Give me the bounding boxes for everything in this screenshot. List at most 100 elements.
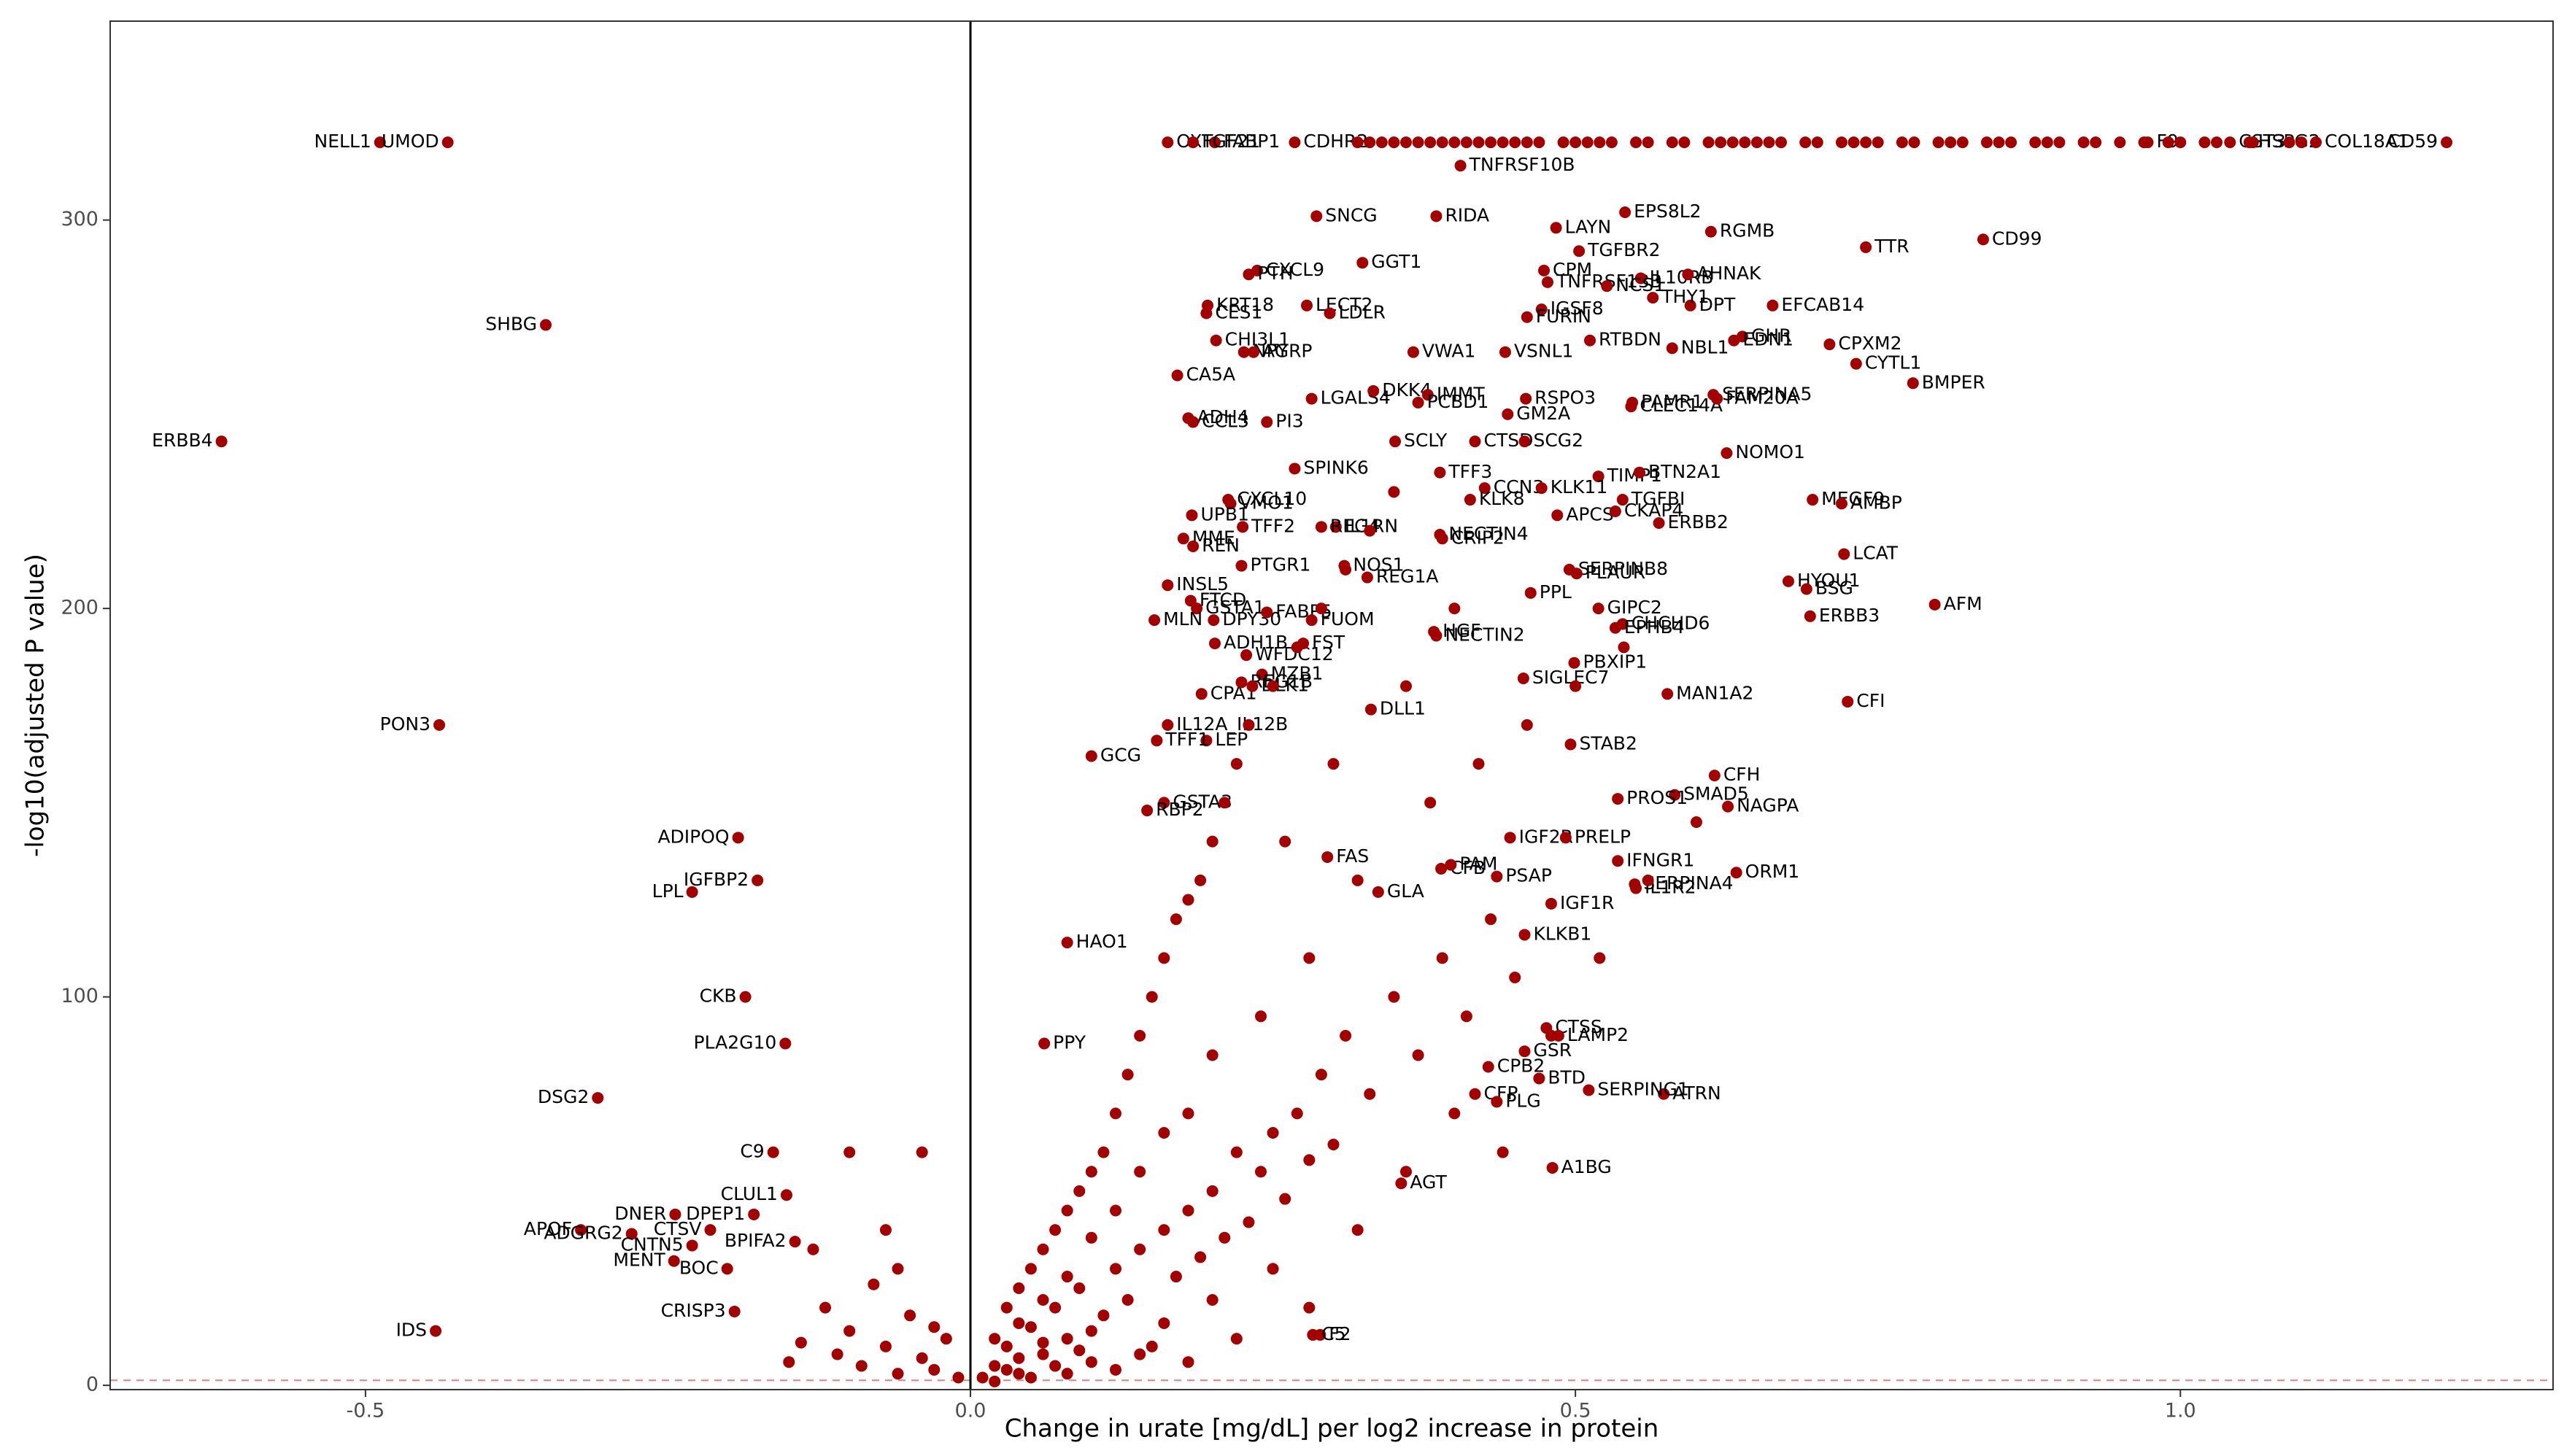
data-point xyxy=(1013,1352,1025,1364)
data-point xyxy=(1612,855,1624,867)
point-label: TFF3 xyxy=(1448,461,1492,482)
data-point xyxy=(1448,136,1461,149)
data-point xyxy=(1569,680,1582,692)
data-point xyxy=(1184,595,1197,607)
data-point xyxy=(1569,136,1582,149)
data-point xyxy=(1842,695,1854,708)
data-point xyxy=(1460,1010,1472,1023)
plot-border xyxy=(109,20,2554,1390)
data-point xyxy=(1612,793,1624,805)
data-point xyxy=(1750,136,1763,149)
point-label: DNER xyxy=(614,1203,666,1224)
point-label: NOS1 xyxy=(1353,554,1404,576)
data-point xyxy=(1361,571,1373,584)
point-label: PPY xyxy=(1053,1032,1086,1053)
data-point xyxy=(1085,750,1097,762)
data-point xyxy=(879,1340,892,1352)
data-point xyxy=(1158,1224,1170,1236)
data-point xyxy=(1158,797,1170,809)
data-point xyxy=(795,1336,807,1349)
data-point xyxy=(1085,1166,1097,1178)
data-point xyxy=(1037,1348,1049,1360)
data-point xyxy=(1678,136,1691,149)
data-point xyxy=(1642,874,1654,886)
data-point xyxy=(1151,735,1163,747)
data-point xyxy=(1146,1340,1158,1352)
point-label: HAO1 xyxy=(1076,931,1128,952)
point-label: MLN xyxy=(1163,608,1202,630)
data-point xyxy=(1804,610,1816,622)
data-point xyxy=(1524,586,1537,599)
data-point xyxy=(2029,136,2042,149)
data-point xyxy=(1642,136,1654,149)
data-point xyxy=(1533,136,1545,149)
data-point xyxy=(1303,1301,1316,1314)
point-label: RIDA xyxy=(1445,204,1489,225)
data-point xyxy=(1289,136,1301,149)
data-point xyxy=(2283,136,2295,149)
data-point xyxy=(1000,1340,1013,1352)
data-point xyxy=(1559,832,1572,844)
data-point xyxy=(1730,867,1742,879)
data-point xyxy=(1301,299,1313,311)
data-point xyxy=(1291,641,1303,654)
point-label: ADGRG2 xyxy=(544,1222,622,1243)
data-point xyxy=(879,1224,892,1236)
data-point xyxy=(1073,1344,1086,1357)
point-label: KLKB1 xyxy=(1533,923,1591,944)
data-point xyxy=(1315,1069,1327,1081)
data-point xyxy=(1630,136,1642,149)
data-point xyxy=(1860,241,1872,253)
data-point xyxy=(1478,482,1491,495)
data-point xyxy=(916,1352,928,1364)
data-point xyxy=(1200,735,1213,747)
point-label: CES1 xyxy=(1215,301,1262,322)
data-point xyxy=(807,1243,819,1255)
point-label: REN xyxy=(1202,535,1240,556)
data-point xyxy=(1364,703,1377,716)
data-point xyxy=(1013,1282,1025,1295)
point-label: PON3 xyxy=(380,713,430,735)
data-point xyxy=(1715,136,1727,149)
data-point xyxy=(1246,680,1259,692)
data-point xyxy=(1037,1293,1049,1306)
data-point xyxy=(748,1208,760,1220)
point-label: RBP2 xyxy=(1156,799,1204,820)
data-point xyxy=(1194,1251,1207,1263)
data-point xyxy=(1609,506,1621,518)
data-point xyxy=(976,1371,989,1384)
point-label: NELL1 xyxy=(314,131,371,152)
point-label: ADH1B xyxy=(1224,632,1288,653)
point-label: FUOM xyxy=(1321,608,1375,630)
data-point xyxy=(1430,210,1443,222)
data-point xyxy=(1267,680,1279,692)
point-label: MME xyxy=(1192,527,1235,548)
data-point xyxy=(1061,1204,1073,1217)
point-label: BMPER xyxy=(1922,371,1985,392)
data-point xyxy=(1261,416,1273,428)
data-point xyxy=(1037,1336,1049,1349)
data-point xyxy=(1206,1293,1219,1306)
point-label: AGT xyxy=(1410,1172,1447,1193)
data-point xyxy=(1243,268,1255,281)
data-point xyxy=(1551,509,1564,522)
point-label: TGFBR2 xyxy=(1587,239,1660,260)
point-label: RTBDN xyxy=(1599,329,1661,350)
point-label: APOF xyxy=(524,1218,572,1239)
data-point xyxy=(1170,1271,1182,1283)
data-point xyxy=(1356,257,1369,269)
point-label: CKAP4 xyxy=(1624,500,1684,521)
data-point xyxy=(1399,136,1412,149)
data-point xyxy=(1121,1293,1134,1306)
data-point xyxy=(1158,1317,1170,1329)
data-point xyxy=(1775,136,1788,149)
data-point xyxy=(1592,603,1605,615)
point-label: AHNAK xyxy=(1696,263,1761,284)
data-point xyxy=(789,1236,801,1248)
point-label: AFM xyxy=(1944,593,1982,614)
data-point xyxy=(1896,136,1908,149)
data-point xyxy=(1013,1368,1025,1380)
point-label: LEP xyxy=(1215,729,1248,750)
point-label: REG1B xyxy=(1250,670,1313,692)
data-point xyxy=(1097,1146,1110,1158)
